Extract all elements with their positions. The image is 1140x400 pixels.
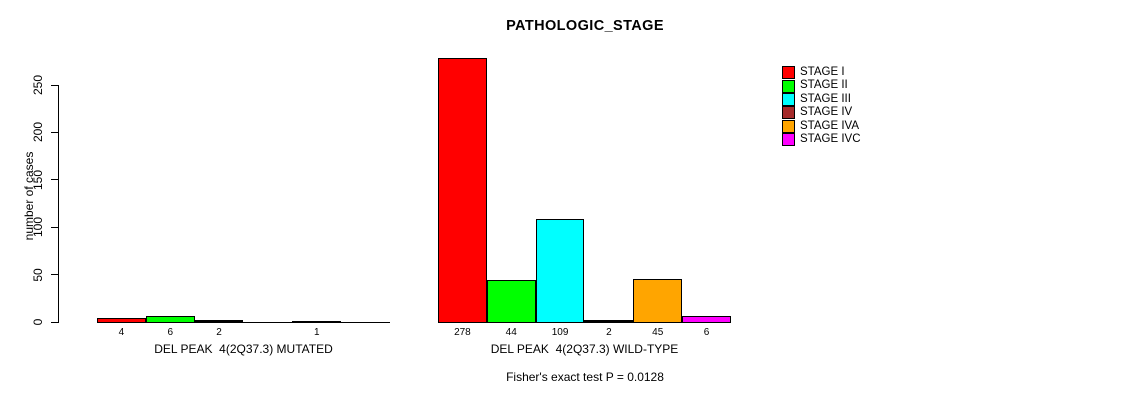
- fisher-test-annotation: Fisher's exact test P = 0.0128: [506, 370, 664, 384]
- bar-stage-ivc: [341, 322, 390, 323]
- bar-stage-iv: [584, 320, 634, 323]
- bar-value-label: 109: [551, 327, 569, 338]
- legend: STAGE I STAGE II STAGE III STAGE IV STAGE IV…: [782, 65, 861, 147]
- legend-label: STAGE IVA: [800, 119, 860, 132]
- y-tick-label: 0: [31, 318, 45, 326]
- legend-item: STAGE III: [782, 92, 861, 106]
- y-tick-label: 250: [31, 74, 45, 96]
- y-tick: [51, 84, 58, 86]
- bar-stage-iv: [243, 322, 293, 323]
- bar-stage-ii: [145, 316, 195, 323]
- y-axis-line: [58, 85, 59, 323]
- legend-item: STAGE IVA: [782, 119, 861, 133]
- bar-stage-iii: [194, 320, 244, 323]
- legend-label: STAGE IVC: [800, 132, 861, 145]
- bar-value-label: 6: [167, 327, 174, 338]
- legend-item: STAGE IVC: [782, 132, 861, 147]
- y-tick: [51, 226, 58, 228]
- y-tick: [51, 131, 58, 133]
- legend-item: STAGE II: [782, 79, 861, 93]
- legend-label: STAGE II: [800, 79, 848, 92]
- legend-label: STAGE IV: [800, 106, 853, 119]
- group-label-wild-type: DEL PEAK 4(2Q37.3) WILD-TYPE: [490, 342, 679, 356]
- y-tick-label: 150: [31, 169, 45, 190]
- bar-stage-i: [97, 318, 146, 323]
- chart-title: PATHOLOGIC_STAGE: [506, 18, 664, 34]
- y-tick: [51, 274, 58, 276]
- bar-value-label: 44: [505, 327, 517, 338]
- legend-label: STAGE III: [800, 92, 851, 105]
- group-label-mutated: DEL PEAK 4(2Q37.3) MUTATED: [154, 342, 333, 356]
- legend-swatch: [782, 66, 795, 80]
- bar-value-label: 1: [313, 327, 320, 338]
- legend-swatch: [782, 106, 795, 120]
- bar-stage-iva: [292, 321, 342, 323]
- bar-value-label: 45: [652, 327, 664, 338]
- bar-stage-ii: [486, 280, 536, 323]
- bar-stage-iii: [535, 219, 585, 323]
- legend-item: STAGE I: [782, 65, 861, 80]
- legend-label: STAGE I: [800, 65, 845, 78]
- bar-stage-i: [438, 58, 487, 323]
- bar-value-label: 2: [606, 327, 612, 338]
- bar-stage-iva: [633, 279, 683, 323]
- legend-swatch: [782, 92, 795, 106]
- y-tick: [51, 179, 58, 181]
- y-tick-label: 200: [31, 122, 45, 143]
- bar-value-label: 2: [216, 327, 222, 338]
- y-tick-label: 100: [31, 217, 45, 238]
- bar-value-label: 6: [703, 327, 710, 338]
- legend-item: STAGE IV: [782, 106, 861, 120]
- bar-value-label: 4: [118, 327, 125, 338]
- bar-value-label: 278: [454, 327, 471, 338]
- bar-stage-ivc: [682, 316, 731, 323]
- y-tick: [51, 321, 58, 323]
- y-tick-label: 50: [31, 267, 45, 282]
- legend-swatch: [782, 119, 795, 133]
- legend-swatch: [782, 133, 795, 147]
- legend-swatch: [782, 79, 795, 93]
